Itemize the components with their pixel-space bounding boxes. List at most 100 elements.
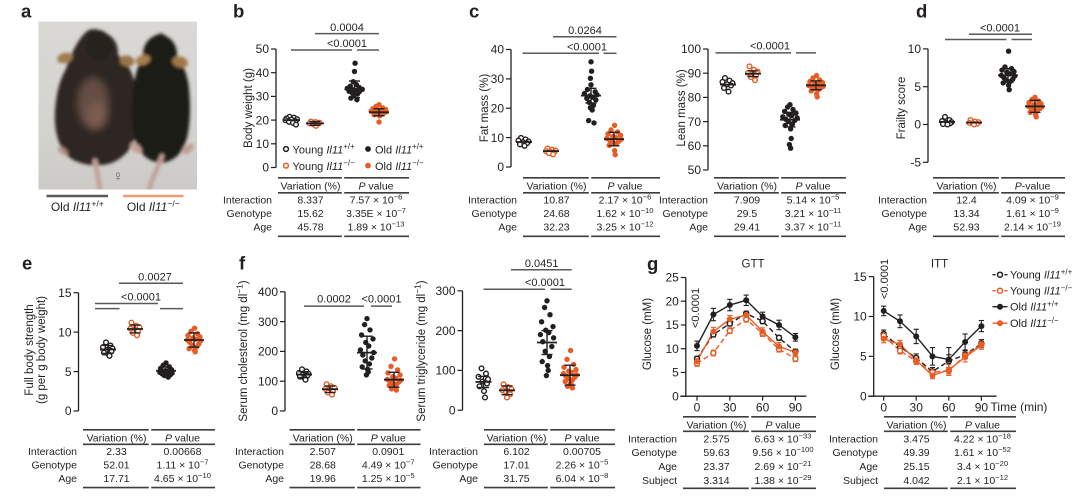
svg-text:a: a [21,1,32,22]
svg-text:2.507: 2.507 [310,446,336,458]
svg-text:10.87: 10.87 [543,194,569,206]
svg-text:0: 0 [860,389,867,403]
svg-text:Fat mass (%): Fat mass (%) [479,74,491,143]
svg-text:10: 10 [908,42,922,56]
svg-text:200: 200 [258,345,278,359]
svg-text:0: 0 [449,403,456,417]
svg-text:P-value: P-value [1015,180,1051,192]
svg-text:20: 20 [256,113,270,127]
svg-text:Body weight (g): Body weight (g) [243,68,255,148]
svg-text:Interaction: Interaction [28,446,77,458]
svg-text:40: 40 [256,66,270,80]
svg-text:2.69 × 10−21: 2.69 × 10−21 [755,459,812,473]
svg-text:60: 60 [942,401,956,415]
svg-text:29.41: 29.41 [734,221,760,233]
svg-text:Interaction: Interaction [659,194,708,206]
svg-text:90: 90 [789,401,803,415]
svg-text:0: 0 [497,160,504,174]
svg-text:Old Il11+/+: Old Il11+/+ [1010,299,1059,313]
svg-text:31.75: 31.75 [503,473,529,485]
svg-text:0: 0 [271,404,278,418]
svg-text:50: 50 [688,163,702,177]
svg-text:Lean mass (%): Lean mass (%) [676,69,688,147]
svg-text:Variation (%): Variation (%) [293,432,353,444]
svg-text:1.61 × 10−52: 1.61 × 10−52 [954,445,1011,459]
svg-text:9.56 × 10−100: 9.56 × 10−100 [752,445,813,459]
svg-text:<0.0001: <0.0001 [980,22,1020,34]
svg-text:Variation (%): Variation (%) [281,180,341,192]
svg-text:Variation (%): Variation (%) [487,432,547,444]
svg-text:1.62 × 10−10: 1.62 × 10−10 [597,206,654,220]
svg-text:P value: P value [965,419,1000,431]
svg-text:5.14 × 10−5: 5.14 × 10−5 [787,192,840,206]
svg-text:4.65 × 10−10: 4.65 × 10−10 [154,471,211,485]
svg-text:50: 50 [256,42,270,56]
svg-text:6.63 × 10−33: 6.63 × 10−33 [755,431,812,445]
svg-text:4.49 × 10−7: 4.49 × 10−7 [362,458,415,472]
svg-text:2.575: 2.575 [703,433,729,445]
svg-text:Subject: Subject [642,475,677,487]
svg-text:30: 30 [491,72,505,86]
svg-text:400: 400 [258,285,278,299]
svg-text:6.04 × 10−8: 6.04 × 10−8 [556,471,609,485]
svg-text:<0.0001: <0.0001 [525,277,565,289]
svg-text:GTT: GTT [742,259,765,271]
svg-text:5: 5 [65,365,72,379]
svg-text:1.89 × 10−13: 1.89 × 10−13 [348,219,405,233]
svg-text:c: c [469,1,479,22]
svg-text:P value: P value [165,432,200,444]
svg-text:3.35E × 10−7: 3.35E × 10−7 [346,206,406,220]
svg-text:10: 10 [256,137,270,151]
svg-text:Serum triglyceride (mg dl−1): Serum triglyceride (mg dl−1) [413,280,428,421]
svg-text:100: 100 [435,364,455,378]
svg-text:49.39: 49.39 [903,447,929,459]
svg-text:24.68: 24.68 [543,208,569,220]
svg-text:25: 25 [665,271,679,285]
svg-text:f: f [239,253,246,274]
svg-text:Genotype: Genotype [432,460,478,472]
svg-text:Age: Age [253,221,272,233]
svg-text:<0.0001: <0.0001 [690,288,702,328]
svg-text:4.09 × 10−9: 4.09 × 10−9 [1006,192,1059,206]
svg-text:10: 10 [853,310,867,324]
svg-text:7.909: 7.909 [734,194,760,206]
svg-text:P value: P value [765,419,800,431]
svg-text:15: 15 [853,270,867,284]
svg-text:3.25 × 10−12: 3.25 × 10−12 [597,219,654,233]
svg-text:17.71: 17.71 [103,473,129,485]
svg-text:15.62: 15.62 [297,208,323,220]
svg-text:30: 30 [723,401,737,415]
svg-text:0: 0 [880,401,887,415]
svg-text:e: e [22,253,32,274]
svg-text:59.63: 59.63 [703,447,729,459]
svg-text:3.21 × 10−11: 3.21 × 10−11 [785,206,841,220]
svg-text:3.314: 3.314 [703,475,729,487]
svg-text:<0.0001: <0.0001 [327,38,367,50]
svg-text:Old Il11−/−: Old Il11−/− [375,159,424,173]
svg-text:29.5: 29.5 [737,208,758,220]
svg-text:1.11 × 10−7: 1.11 × 10−7 [157,458,209,472]
svg-text:52.93: 52.93 [953,221,979,233]
svg-text:0.00705: 0.00705 [563,446,601,458]
svg-text:0.0002: 0.0002 [317,294,351,306]
svg-text:Variation (%): Variation (%) [937,180,997,192]
svg-text:b: b [233,1,244,22]
svg-text:Variation (%): Variation (%) [87,432,147,444]
svg-text:Variation (%): Variation (%) [717,180,777,192]
svg-text:<0.0001: <0.0001 [361,294,401,306]
svg-text:3.475: 3.475 [903,433,929,445]
svg-text:5: 5 [914,80,921,94]
svg-text:8.337: 8.337 [297,194,323,206]
svg-text:Glucose (mM): Glucose (mM) [830,298,842,370]
svg-text:Interaction: Interaction [235,446,284,458]
svg-text:Old Il11+/+: Old Il11+/+ [375,142,424,156]
svg-text:<0.0001: <0.0001 [750,40,790,52]
svg-text:Age: Age [689,221,708,233]
svg-text:ITT: ITT [931,259,948,271]
svg-text:P value: P value [358,180,393,192]
svg-text:P value: P value [795,180,830,192]
svg-text:Age: Age [859,461,878,473]
svg-text:Glucose (mM): Glucose (mM) [642,298,654,370]
svg-text:3.37 × 10−11: 3.37 × 10−11 [785,219,841,233]
svg-text:Young Il11+/+: Young Il11+/+ [293,142,356,156]
